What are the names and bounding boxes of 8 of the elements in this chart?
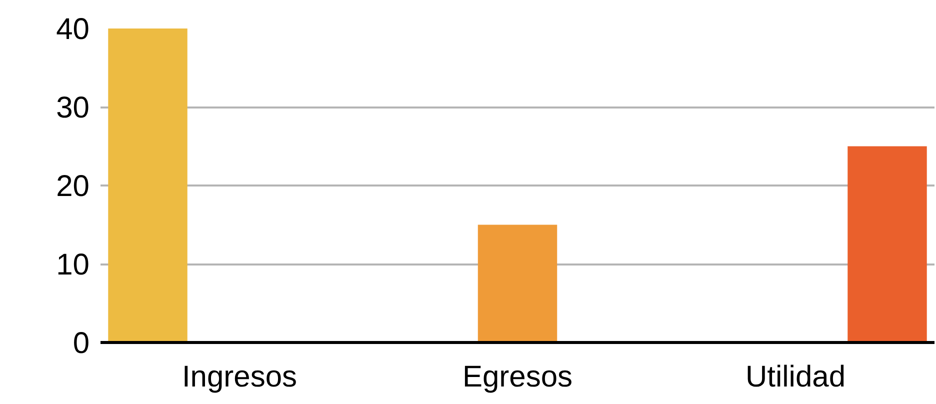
x-tick-label: Ingresos (182, 360, 298, 394)
x-tick-label: Egresos (462, 360, 573, 394)
y-tick-label: 30 (56, 92, 90, 124)
y-tick-label: 10 (56, 248, 90, 282)
y-tick-label: 0 (72, 327, 90, 360)
y-tick-label: 20 (56, 170, 90, 203)
x-tick-label: Utilidad (745, 360, 846, 394)
y-tick-label: 40 (56, 13, 90, 46)
